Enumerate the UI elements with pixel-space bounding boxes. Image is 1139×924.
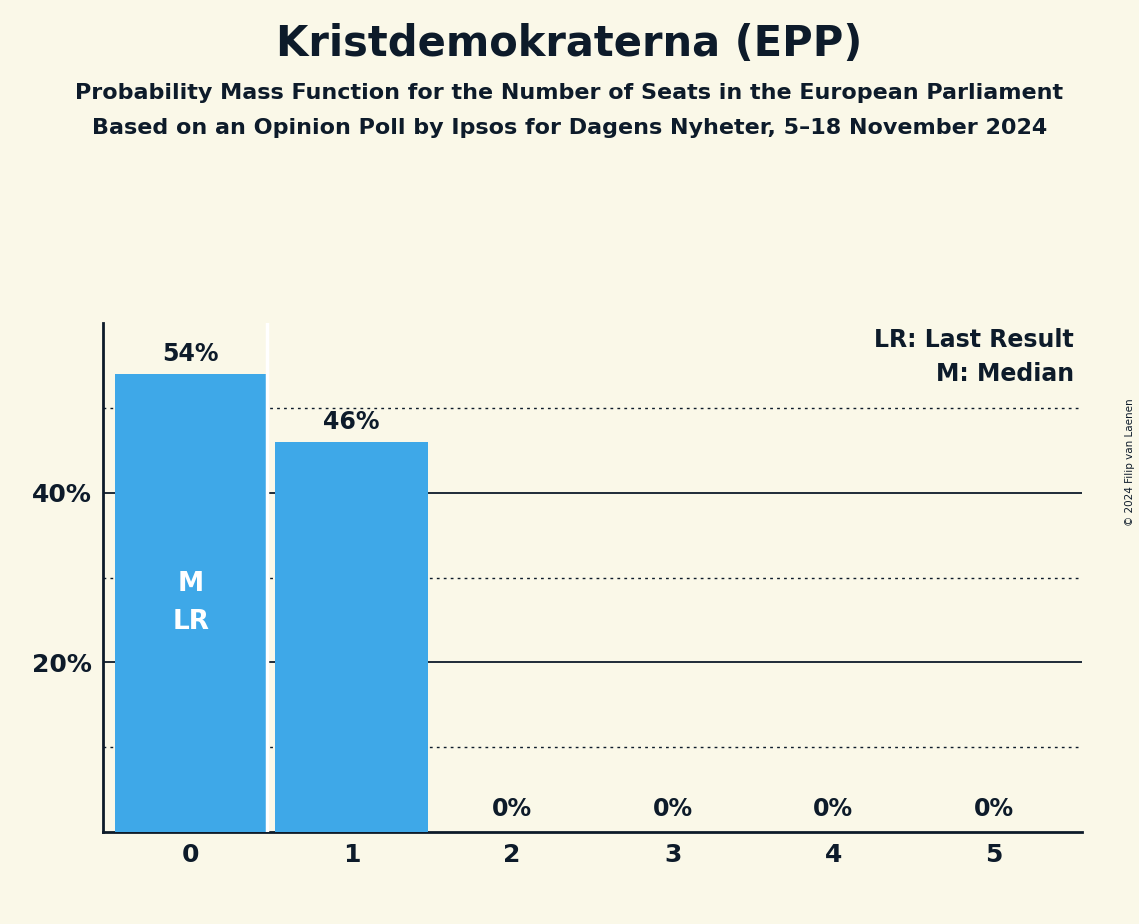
Text: Probability Mass Function for the Number of Seats in the European Parliament: Probability Mass Function for the Number… — [75, 83, 1064, 103]
Text: 54%: 54% — [163, 342, 219, 366]
Text: 46%: 46% — [323, 409, 379, 433]
Bar — [115, 374, 268, 832]
Text: 0%: 0% — [653, 797, 693, 821]
Text: Based on an Opinion Poll by Ipsos for Dagens Nyheter, 5–18 November 2024: Based on an Opinion Poll by Ipsos for Da… — [92, 118, 1047, 139]
Text: © 2024 Filip van Laenen: © 2024 Filip van Laenen — [1125, 398, 1134, 526]
Text: Kristdemokraterna (EPP): Kristdemokraterna (EPP) — [277, 23, 862, 65]
Text: 0%: 0% — [813, 797, 853, 821]
Text: M
LR: M LR — [172, 571, 210, 635]
Text: 0%: 0% — [974, 797, 1014, 821]
Text: M: Median: M: Median — [936, 361, 1074, 385]
Text: 0%: 0% — [492, 797, 532, 821]
Bar — [276, 442, 427, 832]
Text: LR: Last Result: LR: Last Result — [875, 328, 1074, 352]
